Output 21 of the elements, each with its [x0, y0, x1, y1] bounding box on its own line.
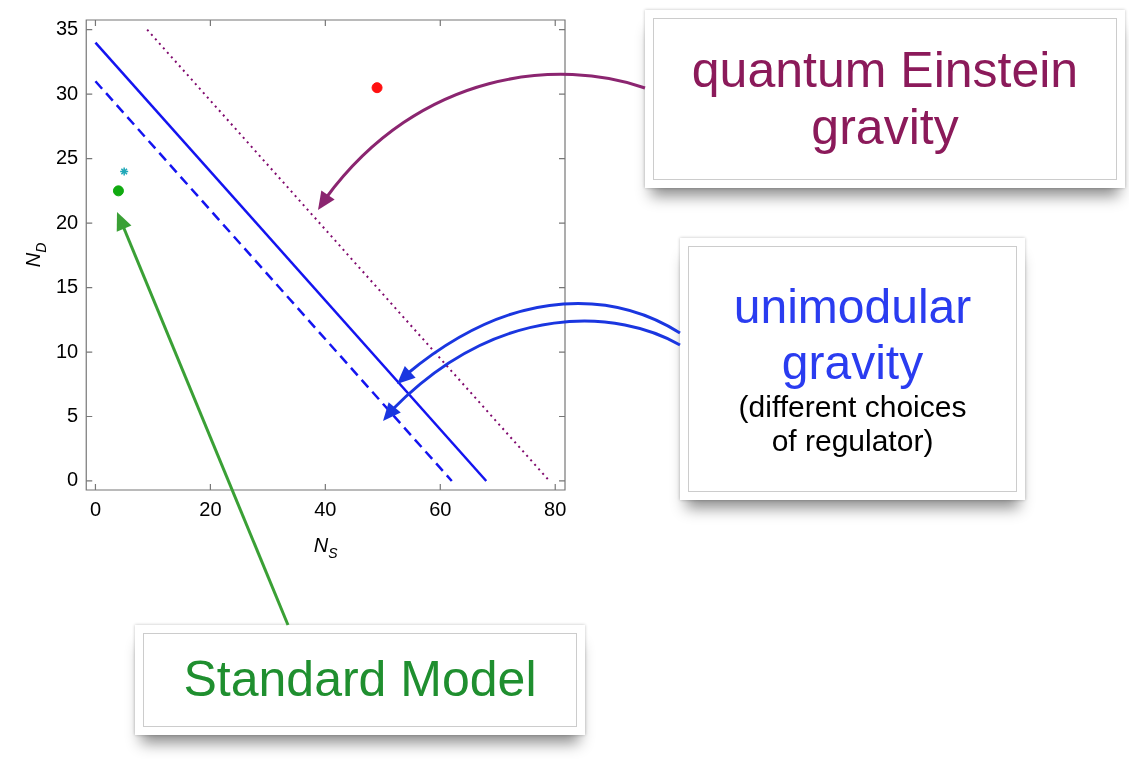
y-tick-label: 35: [56, 17, 79, 40]
x-tick-label: 80: [544, 497, 567, 520]
y-tick-label: 15: [56, 275, 79, 298]
x-tick-label: 20: [199, 497, 222, 520]
text: quantum Einstein gravity: [690, 41, 1080, 157]
y-axis-title: ND: [22, 242, 49, 268]
y-tick-label: 10: [56, 339, 79, 362]
point: [119, 166, 129, 177]
y-tick-label: 25: [56, 146, 79, 169]
text: Standard Model: [183, 651, 537, 709]
y-tick-label: 5: [67, 404, 79, 427]
x-tick-label: 60: [429, 497, 452, 520]
y-tick-label: 30: [56, 81, 79, 104]
point: [371, 82, 383, 94]
point: [112, 185, 124, 197]
y-tick-label: 20: [56, 210, 79, 233]
x-tick-label: 40: [314, 497, 337, 520]
text: (different choices of regulator): [737, 389, 968, 459]
y-tick-label: 0: [67, 468, 79, 491]
x-tick-label: 0: [89, 497, 101, 520]
text: unimodular gravity: [732, 279, 973, 390]
